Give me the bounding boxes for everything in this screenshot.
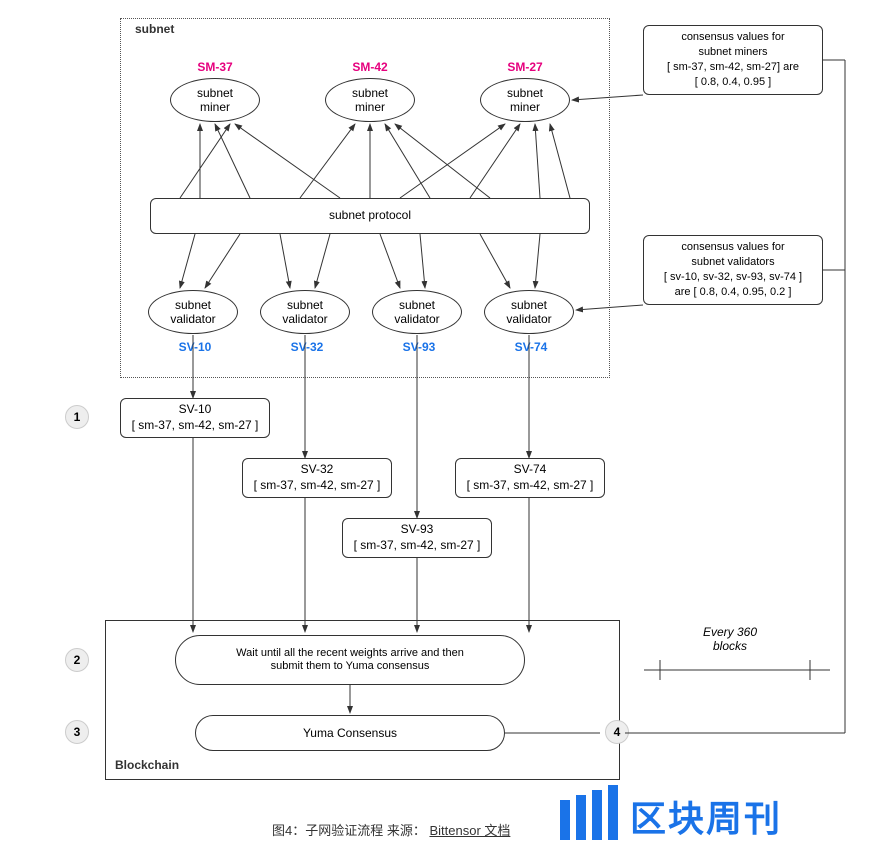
sv-box-1: SV-32[ sm-37, sm-42, sm-27 ]: [242, 458, 392, 498]
validator-node-0: subnet validator: [148, 290, 238, 334]
subnet-protocol: subnet protocol: [150, 198, 590, 234]
validators-consensus-box: consensus values for subnet validators […: [643, 235, 823, 305]
miner-node-1: subnet miner: [325, 78, 415, 122]
miner-id-2: SM-27: [495, 60, 555, 74]
validator-id-0: SV-10: [165, 340, 225, 354]
validators-consensus-text: consensus values for subnet validators […: [664, 240, 802, 299]
sv-box-title: SV-93: [401, 522, 434, 538]
miner-node-0: subnet miner: [170, 78, 260, 122]
logo-bars-icon: [560, 785, 618, 840]
consensus-text: Yuma Consensus: [303, 726, 397, 740]
miner-node-label: subnet miner: [507, 86, 543, 115]
logo-bar: [592, 790, 602, 840]
step-2: 2: [65, 648, 89, 672]
subnet-label: subnet: [135, 22, 174, 36]
wait-step: Wait until all the recent weights arrive…: [175, 635, 525, 685]
miner-id-1: SM-42: [340, 60, 400, 74]
sv-box-content: [ sm-37, sm-42, sm-27 ]: [254, 478, 381, 494]
miner-node-2: subnet miner: [480, 78, 570, 122]
validator-node-3: subnet validator: [484, 290, 574, 334]
validator-node-label: subnet validator: [506, 298, 551, 327]
validator-id-3: SV-74: [501, 340, 561, 354]
step-1: 1: [65, 405, 89, 429]
yuma-consensus: Yuma Consensus: [195, 715, 505, 751]
miners-consensus-text: consensus values for subnet miners [ sm-…: [667, 30, 799, 89]
validator-id-1: SV-32: [277, 340, 337, 354]
sv-box-content: [ sm-37, sm-42, sm-27 ]: [354, 538, 481, 554]
step-3: 3: [65, 720, 89, 744]
every-blocks-label: Every 360 blocks: [680, 625, 780, 653]
miners-consensus-box: consensus values for subnet miners [ sm-…: [643, 25, 823, 95]
wait-text: Wait until all the recent weights arrive…: [236, 647, 464, 673]
sv-box-title: SV-10: [179, 402, 212, 418]
validator-node-label: subnet validator: [394, 298, 439, 327]
sv-box-2: SV-93[ sm-37, sm-42, sm-27 ]: [342, 518, 492, 558]
miner-node-label: subnet miner: [352, 86, 388, 115]
every-blocks-text: Every 360 blocks: [703, 625, 757, 653]
validator-node-1: subnet validator: [260, 290, 350, 334]
protocol-label: subnet protocol: [329, 208, 411, 224]
validator-node-2: subnet validator: [372, 290, 462, 334]
sv-box-content: [ sm-37, sm-42, sm-27 ]: [132, 418, 259, 434]
validator-id-2: SV-93: [389, 340, 449, 354]
logo-text: 区块周刊: [630, 790, 782, 842]
figure-caption: 图4：子网验证流程 来源： Bittensor 文档: [272, 820, 510, 839]
miner-node-label: subnet miner: [197, 86, 233, 115]
caption-link[interactable]: Bittensor 文档: [429, 823, 510, 838]
validator-node-label: subnet validator: [282, 298, 327, 327]
validator-node-label: subnet validator: [170, 298, 215, 327]
sv-box-3: SV-74[ sm-37, sm-42, sm-27 ]: [455, 458, 605, 498]
logo-bar: [576, 795, 586, 840]
blockchain-label: Blockchain: [115, 758, 179, 772]
step-4: 4: [605, 720, 629, 744]
logo-bar: [608, 785, 618, 840]
sv-box-title: SV-32: [301, 462, 334, 478]
caption-text: 图4：子网验证流程 来源：: [272, 823, 426, 838]
logo-bar: [560, 800, 570, 840]
miner-id-0: SM-37: [185, 60, 245, 74]
sv-box-title: SV-74: [514, 462, 547, 478]
sv-box-content: [ sm-37, sm-42, sm-27 ]: [467, 478, 594, 494]
sv-box-0: SV-10[ sm-37, sm-42, sm-27 ]: [120, 398, 270, 438]
